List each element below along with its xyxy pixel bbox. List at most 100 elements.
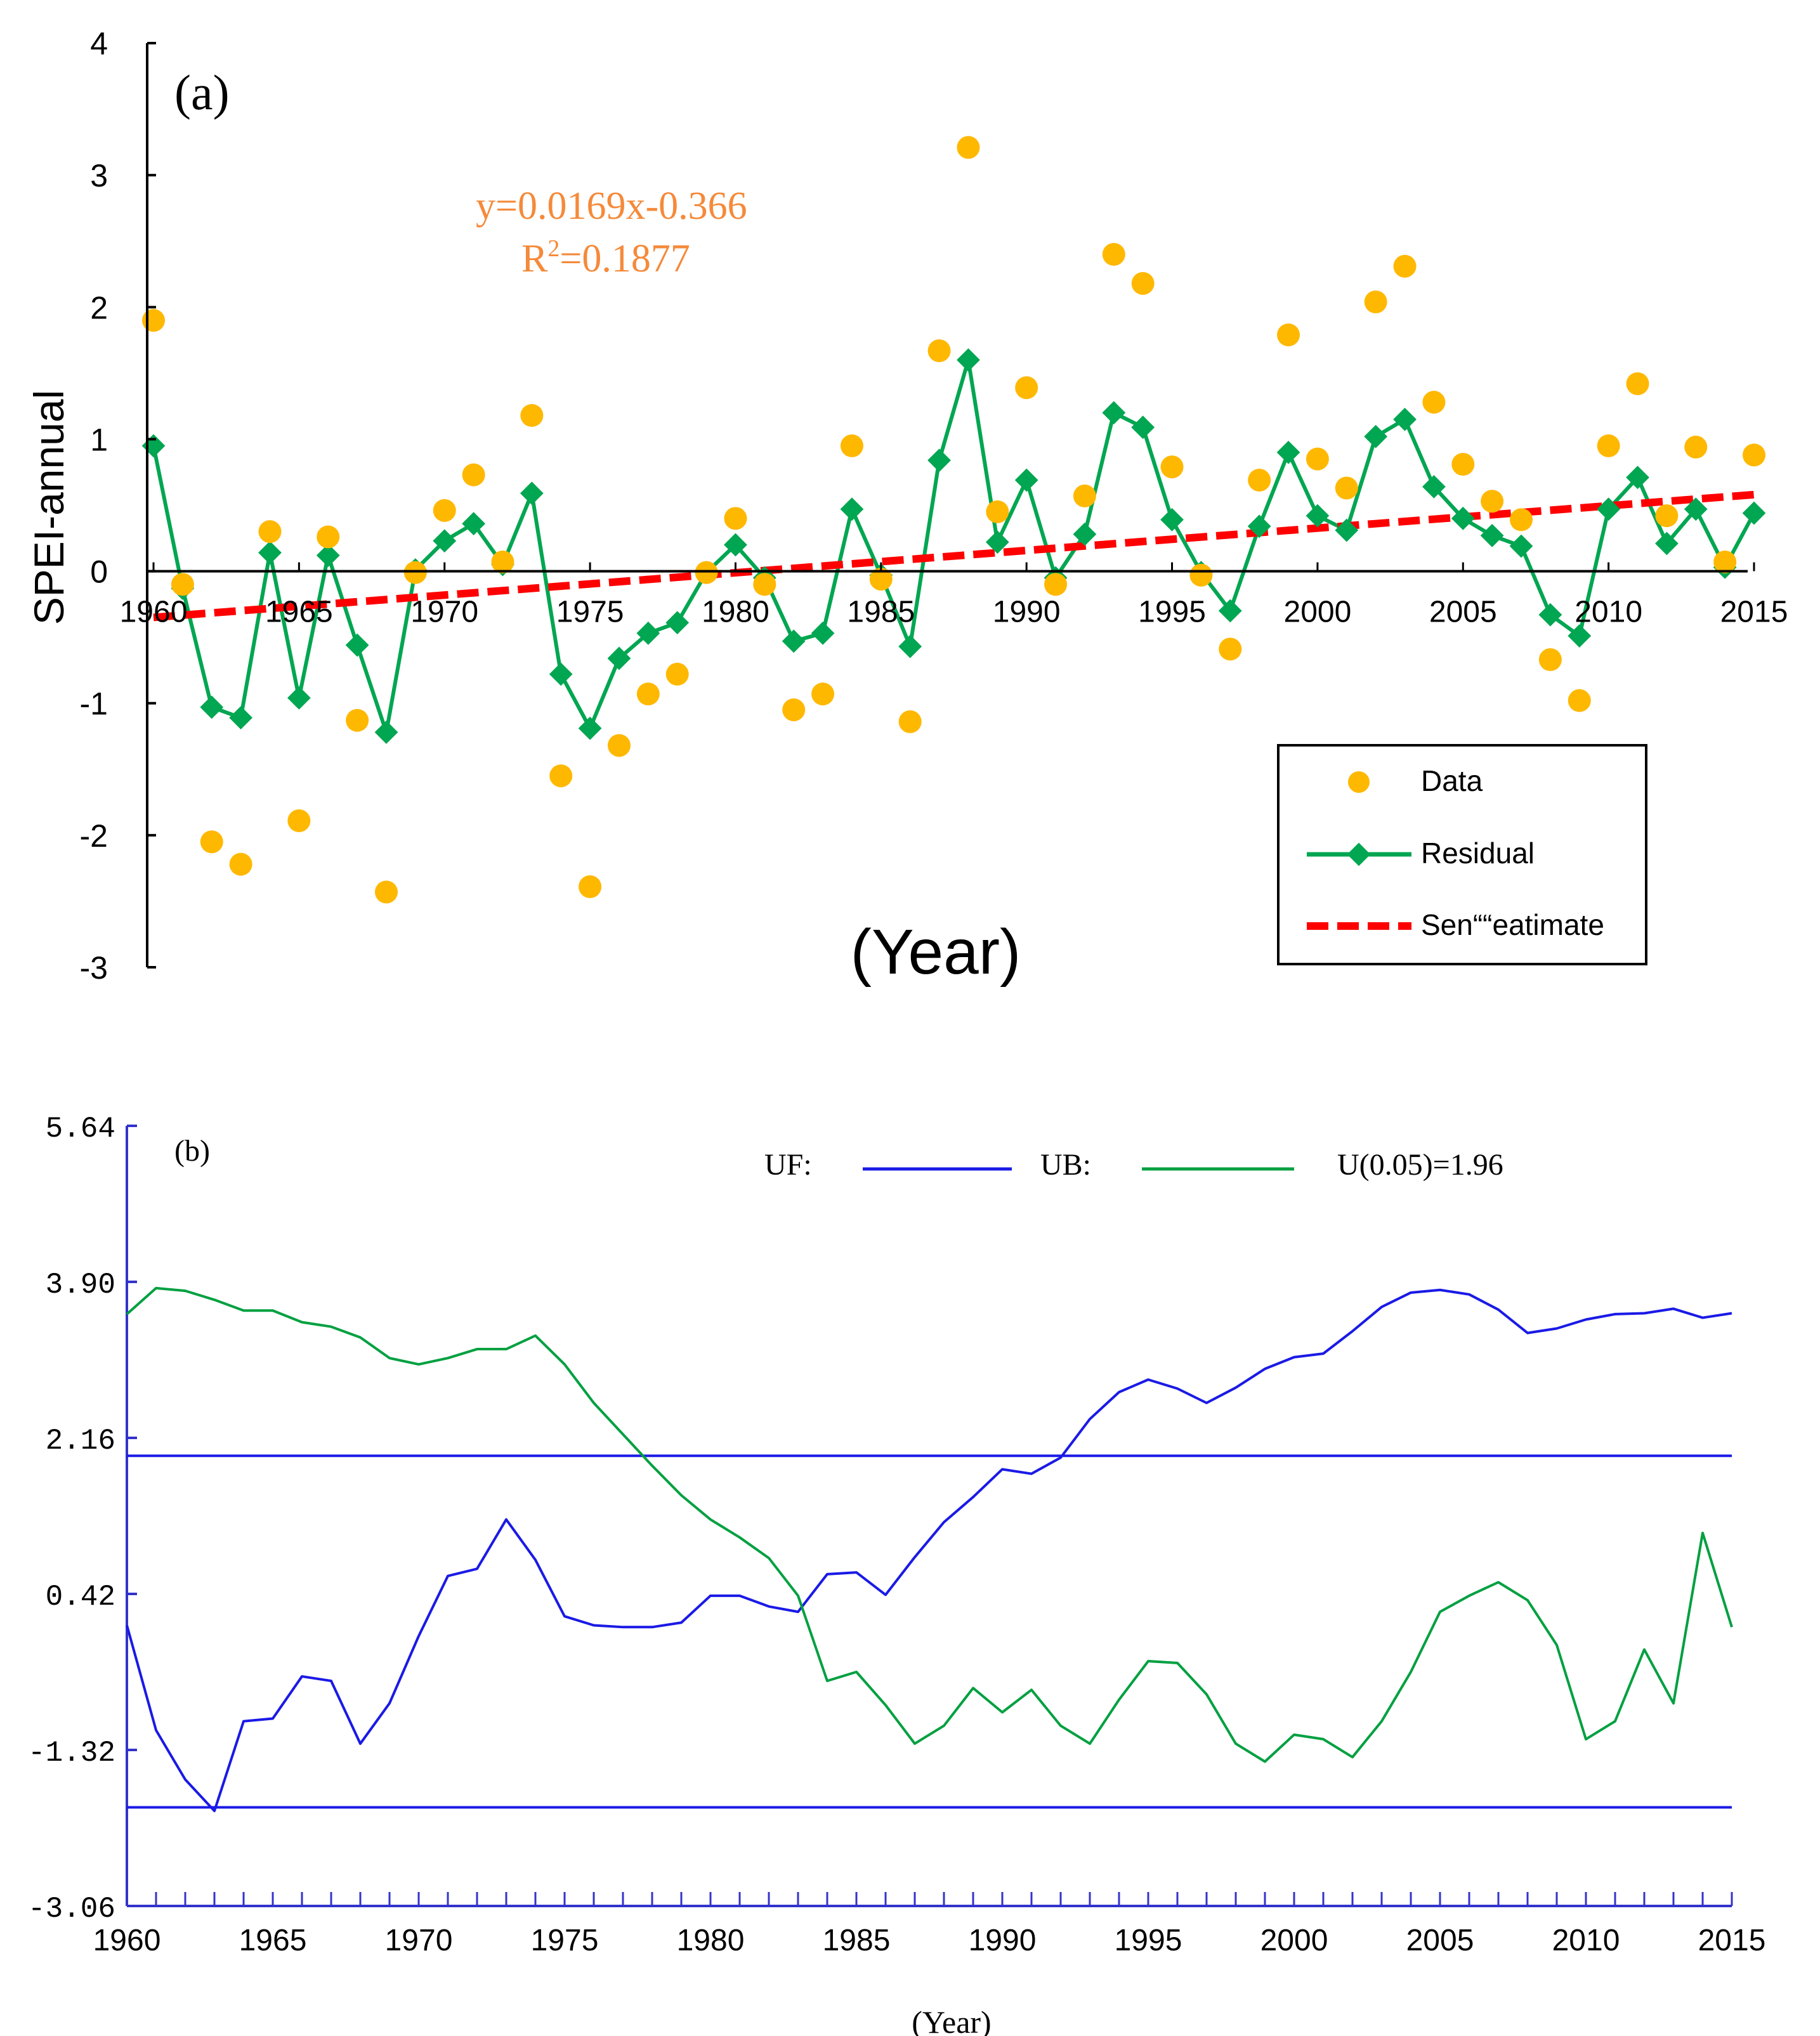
panel-a-spei-chart: 4 3 2 1 0 -1 -2 -3 1960 1965 1970 1975 1980 1985 1990 1… <box>25 26 1788 988</box>
r-squared-value: =0.1877 <box>560 237 690 280</box>
panel-a-x-tick-label: 1980 <box>702 596 769 629</box>
panel-a-x-tick-label: 2015 <box>1720 596 1788 629</box>
data-point <box>258 520 282 544</box>
data-point <box>898 710 922 733</box>
legend-data-marker <box>1348 771 1370 793</box>
panel-b-label: (b) <box>174 1134 210 1168</box>
panel-a-x-tick-label: 1990 <box>993 596 1061 629</box>
residual-point <box>840 497 864 521</box>
panel-a-axes: 4 3 2 1 0 -1 -2 -3 1960 1965 1970 1975 1980 1985 1990 1… <box>80 26 1788 986</box>
residual-point <box>1073 522 1097 546</box>
panel-a-y-tick-label: 0 <box>90 554 108 590</box>
data-point <box>1044 573 1068 596</box>
residual-point <box>316 544 340 567</box>
ub-line <box>126 1286 1733 1763</box>
data-point <box>1393 254 1417 278</box>
data-point <box>200 830 223 854</box>
residual-point <box>258 541 282 564</box>
panel-b-x-tick-label: 1990 <box>969 1924 1037 1957</box>
data-point <box>1306 447 1329 471</box>
legend-uf-label: UF: <box>764 1148 812 1182</box>
residual-point <box>1626 466 1649 490</box>
panel-a-series-layer <box>141 136 1766 904</box>
panel-b-series-layer <box>126 1286 1733 1813</box>
data-point <box>636 682 660 706</box>
data-point <box>229 852 252 876</box>
panel-a-y-axis-title: SPEI-annual <box>25 390 72 625</box>
data-point <box>1219 637 1242 661</box>
panel-a-x-tick-label: 1965 <box>265 596 333 629</box>
data-point <box>579 875 602 899</box>
data-point <box>1655 504 1679 528</box>
data-point <box>782 698 806 722</box>
panel-a-y-tick-label: 2 <box>90 290 108 325</box>
panel-a-x-tick-label: 2000 <box>1284 596 1352 629</box>
r-squared-prefix: R <box>521 237 548 280</box>
data-point <box>811 682 835 706</box>
residual-point <box>462 512 485 536</box>
residual-point <box>1247 514 1271 538</box>
data-point <box>142 309 165 332</box>
residual-point <box>549 662 573 686</box>
residual-point <box>665 611 690 635</box>
r-squared: R2=0.1877 <box>521 235 690 280</box>
data-point <box>869 568 893 591</box>
data-point <box>491 551 514 574</box>
data-point <box>1626 372 1649 396</box>
residual-point <box>1014 468 1038 492</box>
panel-a-y-tick-label: -3 <box>80 950 108 986</box>
panel-a-x-tick-label: 2010 <box>1574 596 1642 629</box>
panel-b-x-tick-label: 2005 <box>1406 1924 1474 1957</box>
panel-a-y-tick-label: 4 <box>90 26 108 62</box>
residual-point <box>1218 599 1242 623</box>
data-point <box>724 507 747 530</box>
data-point <box>1131 271 1155 295</box>
legend-data-label: Data <box>1421 764 1483 797</box>
panel-b-x-tick-label: 1995 <box>1115 1924 1182 1957</box>
residual-point <box>345 633 369 657</box>
panel-a-x-axis-title: (Year) <box>851 917 1021 988</box>
data-point <box>1277 323 1300 346</box>
panel-b-y-tick-label: 2.16 <box>46 1425 115 1458</box>
residual-point <box>927 448 951 473</box>
data-point <box>1189 563 1213 587</box>
panel-b-y-tick-label: -3.06 <box>28 1893 115 1926</box>
legend-threshold-label: U(0.05)=1.96 <box>1337 1148 1503 1182</box>
legend-residual-label: Residual <box>1421 837 1535 870</box>
panel-b-x-tick-label: 2010 <box>1552 1924 1620 1957</box>
residual-point <box>1684 497 1708 521</box>
panel-a-x-tick-label: 1995 <box>1138 596 1206 629</box>
panel-a-x-tick-label: 1970 <box>410 596 478 629</box>
residual-point <box>1451 506 1475 530</box>
data-point <box>1248 468 1271 492</box>
residual-point <box>1131 415 1155 440</box>
data-point <box>1160 455 1184 479</box>
residual-point <box>1393 407 1417 431</box>
data-point <box>171 573 194 596</box>
residual-point <box>1654 532 1679 556</box>
data-point <box>317 525 340 549</box>
panel-b-x-tick-label: 1970 <box>385 1924 453 1957</box>
panel-b-y-tick-label: 5.64 <box>46 1113 115 1145</box>
panel-a-legend: Data Residual Sen““eatimate <box>1277 744 1647 965</box>
legend-residual-marker <box>1347 842 1371 866</box>
data-point <box>1743 443 1765 467</box>
data-point <box>1015 376 1038 400</box>
residual-point <box>782 629 806 653</box>
panel-a-x-tick-label: 1960 <box>120 596 188 629</box>
residual-point <box>898 634 922 658</box>
panel-b-x-tick-label: 1965 <box>239 1924 307 1957</box>
panel-b-x-tick-label: 1985 <box>823 1924 891 1957</box>
residual-point <box>1480 523 1504 547</box>
regression-equation: y=0.0169x-0.366 <box>476 185 747 228</box>
r-squared-superscript: 2 <box>547 235 560 262</box>
residual-point <box>811 622 835 645</box>
data-point <box>1568 689 1591 712</box>
data-point <box>1510 508 1533 532</box>
residual-point <box>1509 534 1533 558</box>
data-point <box>346 708 369 732</box>
data-point <box>287 809 311 832</box>
data-point <box>1481 490 1504 513</box>
residual-point <box>1597 497 1621 521</box>
panel-a-x-tick-label: 2005 <box>1429 596 1497 629</box>
